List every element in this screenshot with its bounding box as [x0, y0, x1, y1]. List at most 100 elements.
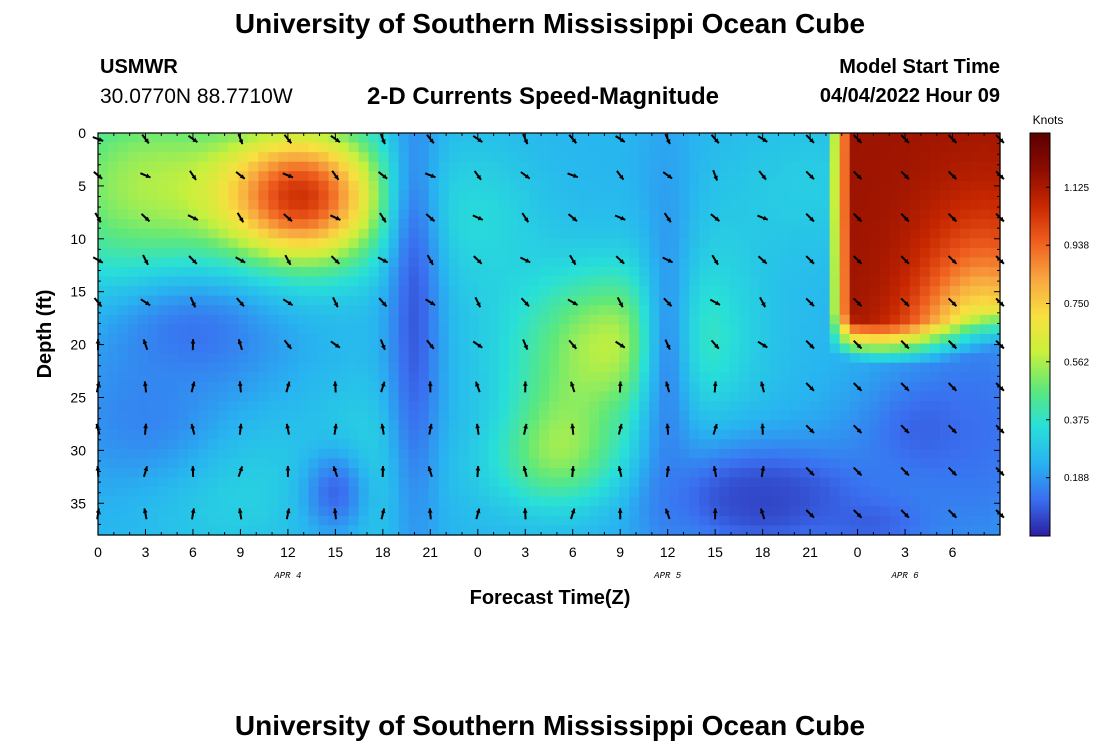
heatmap-cell	[859, 515, 871, 527]
heatmap-cell	[438, 247, 450, 259]
heatmap-cell	[889, 525, 901, 536]
heatmap-cell	[849, 257, 861, 268]
heatmap-cell	[739, 372, 751, 383]
heatmap-cell	[789, 525, 801, 536]
heatmap-cell	[498, 180, 510, 192]
heatmap-cell	[799, 353, 811, 364]
heatmap-cell	[268, 334, 279, 345]
heatmap-cell	[198, 276, 209, 287]
heatmap-cell	[649, 372, 660, 383]
heatmap-cell	[849, 324, 861, 335]
heatmap-cell	[939, 305, 951, 316]
heatmap-cell	[739, 458, 751, 469]
heatmap-cell	[949, 458, 961, 469]
heatmap-cell	[268, 267, 279, 278]
current-arrow	[947, 424, 958, 434]
heatmap-cell	[799, 276, 811, 287]
heatmap-cell	[639, 515, 650, 527]
heatmap-cell	[619, 468, 630, 479]
heatmap-cell	[739, 295, 751, 306]
heatmap-cell	[128, 381, 139, 393]
heatmap-cell	[108, 362, 119, 373]
heatmap-cell	[468, 295, 480, 306]
heatmap-cell	[188, 410, 199, 421]
heatmap-cell	[358, 228, 370, 239]
heatmap-cell	[288, 238, 300, 249]
heatmap-cell	[178, 200, 189, 211]
heatmap-cell	[378, 152, 390, 163]
heatmap-cell	[559, 267, 570, 278]
heatmap-cell	[749, 381, 761, 393]
heatmap-cell	[348, 295, 360, 306]
heatmap-cell	[569, 515, 580, 527]
heatmap-cell	[118, 420, 129, 431]
heatmap-cell	[388, 209, 400, 220]
heatmap-cell	[198, 200, 209, 211]
heatmap-cell	[819, 209, 831, 220]
heatmap-cell	[959, 238, 971, 249]
heatmap-cell	[478, 468, 490, 479]
heatmap-cell	[388, 334, 400, 345]
heatmap-cell	[949, 190, 961, 201]
heatmap-cell	[508, 515, 520, 527]
heatmap-cell	[979, 314, 991, 326]
heatmap-cell	[589, 410, 600, 421]
heatmap-cell	[248, 267, 259, 278]
heatmap-cell	[579, 468, 590, 479]
heatmap-cell	[649, 477, 660, 488]
heatmap-cell	[959, 305, 971, 316]
current-arrow	[285, 381, 291, 393]
heatmap-cell	[518, 276, 530, 287]
current-arrow	[614, 214, 626, 221]
heatmap-cell	[849, 477, 861, 488]
heatmap-cell	[719, 429, 730, 440]
heatmap-cell	[498, 439, 510, 450]
heatmap-cell	[829, 458, 841, 469]
heatmap-cell	[198, 142, 209, 153]
heatmap-cell	[849, 458, 861, 469]
heatmap-cell	[128, 372, 139, 383]
heatmap-cell	[789, 362, 801, 373]
heatmap-cell	[779, 334, 791, 345]
heatmap-cell	[899, 429, 911, 440]
heatmap-cell	[979, 458, 991, 469]
heatmap-cell	[799, 515, 811, 527]
heatmap-cell	[108, 133, 119, 144]
heatmap-cell	[158, 171, 169, 182]
heatmap-cell	[208, 506, 219, 517]
heatmap-cell	[298, 496, 310, 507]
heatmap-cell	[328, 276, 340, 287]
heatmap-cell	[789, 410, 801, 421]
heatmap-cell	[168, 525, 179, 536]
heatmap-cell	[759, 190, 771, 201]
heatmap-cell	[679, 295, 690, 306]
heatmap-cell	[488, 515, 500, 527]
heatmap-cell	[559, 324, 570, 335]
heatmap-cell	[278, 314, 290, 326]
heatmap-cell	[358, 381, 370, 393]
heatmap-cell	[689, 429, 700, 440]
heatmap-cell	[348, 515, 360, 527]
heatmap-cell	[198, 190, 209, 201]
heatmap-cell	[779, 133, 791, 144]
heatmap-cell	[168, 487, 179, 498]
heatmap-cell	[639, 295, 650, 306]
heatmap-cell	[879, 295, 891, 306]
heatmap-cell	[879, 133, 891, 144]
heatmap-cell	[238, 515, 249, 527]
heatmap-cell	[719, 401, 730, 412]
heatmap-cell	[408, 468, 420, 479]
heatmap-cell	[498, 228, 510, 239]
heatmap-cell	[448, 247, 460, 259]
heatmap-cell	[268, 381, 279, 393]
heatmap-cell	[238, 267, 249, 278]
x-tick-label: 6	[189, 544, 197, 560]
heatmap-cell	[569, 286, 580, 297]
heatmap-cell	[859, 257, 871, 268]
heatmap-cell	[488, 487, 500, 498]
heatmap-cell	[859, 477, 871, 488]
heatmap-cell	[709, 401, 720, 412]
heatmap-cell	[508, 228, 520, 239]
heatmap-cell	[879, 391, 891, 402]
heatmap-cell	[589, 286, 600, 297]
